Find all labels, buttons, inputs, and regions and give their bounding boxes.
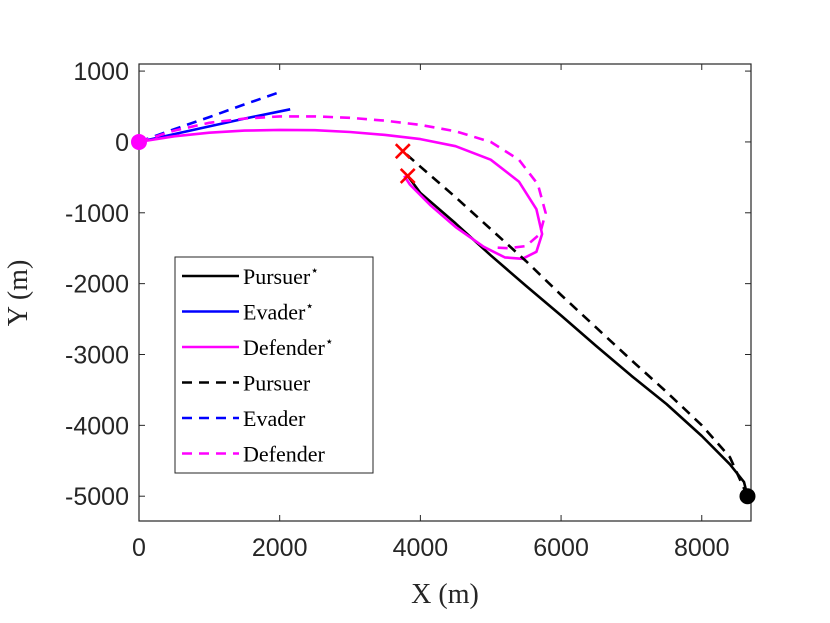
y-tick-label: 1000 (73, 58, 129, 86)
pursuer-start-marker (739, 488, 756, 505)
legend-entry: Pursuer (182, 371, 311, 396)
y-tick-label: 0 (115, 129, 129, 157)
legend: Pursuer⋆ Evader⋆ Defender⋆ Pursuer Evader Def… (174, 256, 374, 474)
legend-entry: Evader (182, 406, 306, 431)
y-tick-label: -4000 (65, 412, 129, 440)
x-axis-ticks: 0 2000 4000 6000 8000 (132, 64, 730, 562)
legend-label: Pursuer⋆ (243, 264, 319, 289)
legend-label: Evader⋆ (243, 300, 314, 325)
y-tick-label: -3000 (65, 341, 129, 369)
capture-point-baseline-marker (394, 143, 411, 160)
series-line-evader-optimal (138, 108, 291, 144)
legend-entry: Pursuer⋆ (182, 264, 319, 289)
plot-area: 0 2000 4000 6000 8000 10000-1000-2000-3000-4… (65, 58, 756, 562)
x-tick-label: 6000 (533, 534, 589, 562)
series-line-pursuer-optimal (406, 175, 749, 497)
x-axis-label: X (m) (411, 579, 479, 610)
y-axis-ticks: 1000 0 -1000 -2000 -3000 -4000 -5000 (65, 58, 751, 511)
x-tick-label: 0 (132, 534, 146, 562)
x-tick-label: 8000 (674, 534, 730, 562)
legend-entry: Defender (182, 442, 326, 467)
y-tick-label: -1000 (65, 200, 129, 228)
series-line-defender-baseline (138, 115, 547, 250)
series-line-defender-optimal (138, 128, 544, 261)
legend-box (174, 256, 374, 474)
legend-label: Evader (243, 406, 306, 431)
legend-entry: Evader⋆ (182, 300, 314, 325)
marker-layer (131, 133, 756, 505)
legend-label: Defender (243, 442, 326, 467)
legend-label: Pursuer (243, 371, 311, 396)
legend-label: Defender⋆ (243, 335, 334, 360)
y-axis-label: Y (m) (3, 260, 34, 327)
series-line-pursuer-baseline (401, 150, 749, 497)
x-tick-label: 4000 (393, 534, 449, 562)
y-tick-label: -5000 (65, 483, 129, 511)
capture-point-optimal-marker (399, 168, 416, 184)
evader-defender-start-marker (131, 133, 147, 150)
legend-entries: Pursuer⋆ Evader⋆ Defender⋆ Pursuer Evader Def… (182, 264, 334, 467)
series-layer (138, 89, 749, 497)
y-tick-label: -2000 (65, 271, 129, 299)
legend-entry: Defender⋆ (182, 335, 334, 360)
x-tick-label: 2000 (252, 534, 308, 562)
